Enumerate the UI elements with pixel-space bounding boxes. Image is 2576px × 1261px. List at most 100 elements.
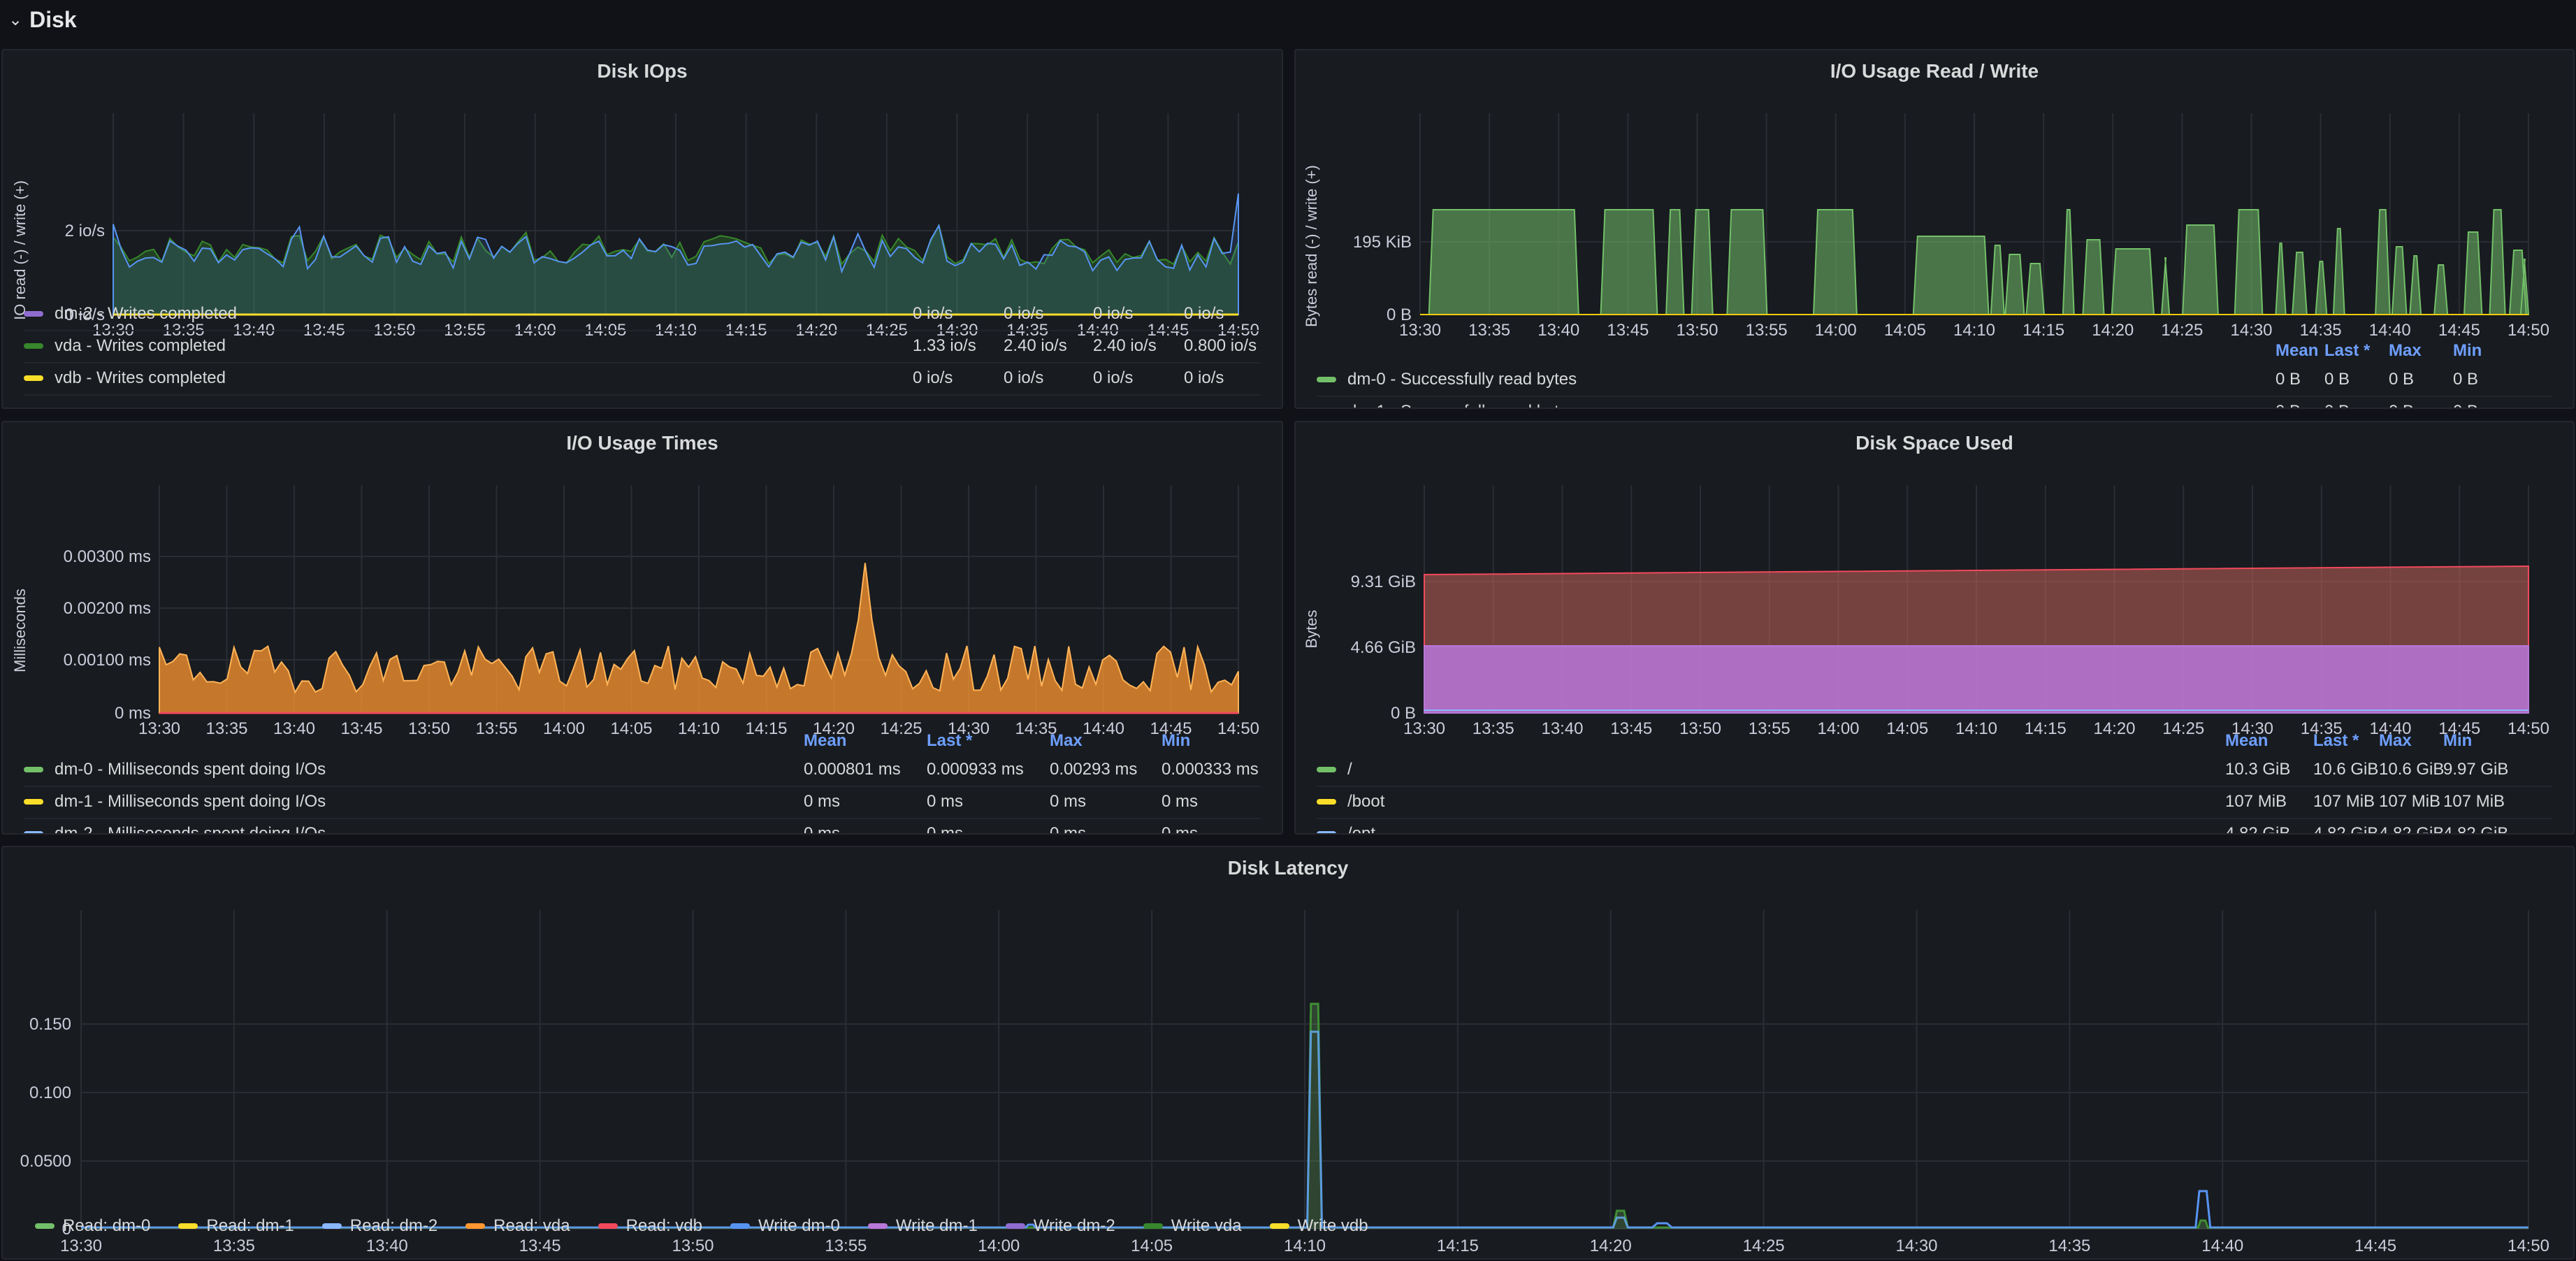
legend-value-min: 0.800 io/s (1184, 336, 1257, 355)
legend-header-mean[interactable]: Mean (804, 731, 847, 750)
x-tick-label: 14:00 (1817, 719, 1859, 738)
x-tick-label: 14:25 (2162, 719, 2204, 738)
series-color-swatch (35, 1223, 55, 1229)
row-header-disk[interactable]: ⌄ Disk (0, 0, 2576, 39)
legend-value-last: 0 ms (927, 792, 964, 811)
legend-header-max[interactable]: Max (2389, 341, 2422, 360)
legend-item[interactable]: Write vdb (1269, 1216, 1368, 1236)
x-tick-label: 13:40 (273, 719, 315, 738)
legend-value-min: 4.82 GiB (2443, 824, 2509, 835)
legend-value-max: 10.6 GiB (2379, 760, 2445, 779)
x-tick-label: 14:35 (1015, 719, 1057, 738)
legend-row[interactable]: vdb - Writes completed 0 io/s 0 io/s 0 io/s… (24, 362, 1261, 396)
legend-row[interactable]: dm-1 - Milliseconds spent doing I/Os 0 ms… (24, 786, 1261, 819)
legend-row[interactable]: dm-0 - Successfully read bytes 0 B 0 B 0 B 0… (1317, 363, 2552, 397)
legend-header-mean[interactable]: Mean (2225, 731, 2269, 750)
legend-item[interactable]: Read: dm-1 (178, 1216, 294, 1236)
legend-item[interactable]: Write dm-0 (730, 1216, 840, 1236)
series-color-swatch (1269, 1223, 1289, 1229)
panel-io-usage-times[interactable]: I/O Usage Times 13:30 13:35 13:40 13:45 13:5… (1, 421, 1283, 835)
y-tick-label: 4.66 GiB (1351, 638, 1416, 657)
legend-value-mean: 0 ms (804, 824, 841, 835)
x-tick-label: 14:15 (2023, 321, 2064, 340)
legend-row[interactable]: vda - Writes completed 1.33 io/s 2.40 io/s… (24, 330, 1261, 363)
x-tick-label: 13:55 (1749, 719, 1790, 738)
legend-header-max[interactable]: Max (1050, 731, 1083, 750)
x-tick-label: 14:25 (1743, 1237, 1785, 1253)
x-tick-label: 14:05 (610, 719, 652, 738)
x-tick-label: 13:45 (340, 719, 382, 738)
y-tick-label: 0 B (1387, 305, 1412, 324)
legend-value-mean: 107 MiB (2225, 792, 2287, 811)
legend-row[interactable]: /opt 4.82 GiB 4.82 GiB 4.82 GiB 4.82 GiB (1317, 818, 2552, 835)
panel-disk-space-used[interactable]: Disk Space Used 13:30 13:35 13:40 13:45 13:5… (1294, 421, 2575, 835)
legend-series-name: Write dm-1 (895, 1216, 978, 1235)
disk-latency-chart: 13:30 13:35 13:40 13:45 13:50 13:55 14:00 14:05… (20, 910, 2549, 1253)
legend-row[interactable]: /boot 107 MiB 107 MiB 107 MiB 107 MiB (1317, 786, 2552, 819)
x-tick-label: 14:15 (745, 719, 787, 738)
x-tick-label: 14:20 (813, 719, 855, 738)
x-tick-label: 13:55 (475, 719, 517, 738)
legend-item[interactable]: Write dm-1 (867, 1216, 978, 1236)
panel-title: Disk Latency (1227, 857, 1349, 879)
legend-value-mean: 0 B (2275, 402, 2301, 408)
legend-series-name: / (1347, 760, 1352, 779)
legend-header-min[interactable]: Min (2443, 731, 2473, 750)
legend-row[interactable]: dm-2 - Writes completed 0 io/s 0 io/s 0 io/… (24, 298, 1261, 331)
legend-value-min: 107 MiB (2443, 792, 2505, 811)
legend-item[interactable]: Read: vdb (598, 1216, 702, 1236)
panel-disk-iops[interactable]: Disk IOps 13:30 13:35 13:40 13:45 13:50 13:55… (1, 49, 1283, 409)
x-tick-label: 13:30 (1399, 321, 1441, 340)
series-area-opt (1424, 645, 2529, 714)
y-tick-label: 9.31 GiB (1351, 572, 1416, 591)
x-tick-label: 14:30 (1895, 1237, 1937, 1253)
series-color-swatch (24, 831, 43, 833)
legend-item[interactable]: Write vda (1143, 1216, 1242, 1236)
x-tick-label: 13:30 (60, 1237, 102, 1253)
panel-title: I/O Usage Times (566, 432, 718, 454)
legend-row[interactable]: dm-0 - Milliseconds spent doing I/Os 0.00… (24, 754, 1261, 787)
panel-io-usage-rw[interactable]: I/O Usage Read / Write 13:30 13:35 13:40 13… (1294, 49, 2575, 409)
x-tick-label: 14:20 (2092, 321, 2134, 340)
series-color-swatch (730, 1223, 750, 1229)
series-color-swatch (1317, 377, 1336, 382)
x-tick-label: 14:00 (543, 719, 585, 738)
y-tick-label: 195 KiB (1353, 233, 1412, 252)
legend-header-min[interactable]: Min (1162, 731, 1191, 750)
panel-disk-latency[interactable]: Disk Latency 13:30 13:35 13:40 13:45 13:50 13… (1, 846, 2575, 1260)
legend-value-mean: 0.000801 ms (804, 760, 901, 779)
series-area-dm0-ms (159, 563, 1239, 714)
x-tick-label: 13:45 (1610, 719, 1652, 738)
legend-series-name: dm-1 - Milliseconds spent doing I/Os (55, 792, 326, 811)
legend-series-name: Read: vda (493, 1216, 570, 1235)
legend: Mean Last * Max Min / 10.3 GiB 10.6 GiB 10.6 Gi… (1296, 731, 2573, 835)
x-tick-label: 14:40 (2201, 1237, 2243, 1253)
x-tick-label: 14:05 (1884, 321, 1926, 340)
legend-value-last: 0 B (2324, 370, 2350, 389)
legend-header-mean[interactable]: Mean (2275, 341, 2319, 360)
legend-header-last[interactable]: Last * (2324, 341, 2371, 360)
legend-value-last: 107 MiB (2313, 792, 2375, 811)
legend-row[interactable]: /10.3 GiB 10.6 GiB 10.6 GiB 9.97 GiB (1317, 754, 2552, 787)
x-tick-label: 14:10 (1953, 321, 1995, 340)
chevron-down-icon[interactable]: ⌄ (8, 10, 23, 29)
legend-item[interactable]: Read: dm-2 (321, 1216, 437, 1236)
legend-series-name: dm-1 - Successfully read bytes (1347, 402, 2552, 408)
legend-value-min: 0 B (2453, 402, 2478, 408)
y-tick-label: 0 io/s (65, 305, 105, 324)
legend-header-min[interactable]: Min (2453, 341, 2482, 360)
x-tick-label: 14:35 (2300, 321, 2342, 340)
legend-header-max[interactable]: Max (2379, 731, 2412, 750)
legend-header-last[interactable]: Last * (927, 731, 973, 750)
legend-value-min: 0 io/s (1184, 368, 1224, 387)
legend-item[interactable]: Read: dm-0 (35, 1216, 150, 1236)
legend-row[interactable]: dm-2 - Milliseconds spent doing I/Os 0 ms… (24, 818, 1261, 835)
x-tick-label: 13:40 (1537, 321, 1579, 340)
legend-header-last[interactable]: Last * (2313, 731, 2359, 750)
y-axis-label: IO read (-) / write (+) (11, 180, 29, 320)
x-tick-label: 14:30 (2231, 719, 2273, 738)
legend-item[interactable]: Read: vda (465, 1216, 570, 1236)
legend-item[interactable]: Write dm-2 (1005, 1216, 1115, 1236)
legend-series-name: Read: dm-1 (206, 1216, 294, 1235)
